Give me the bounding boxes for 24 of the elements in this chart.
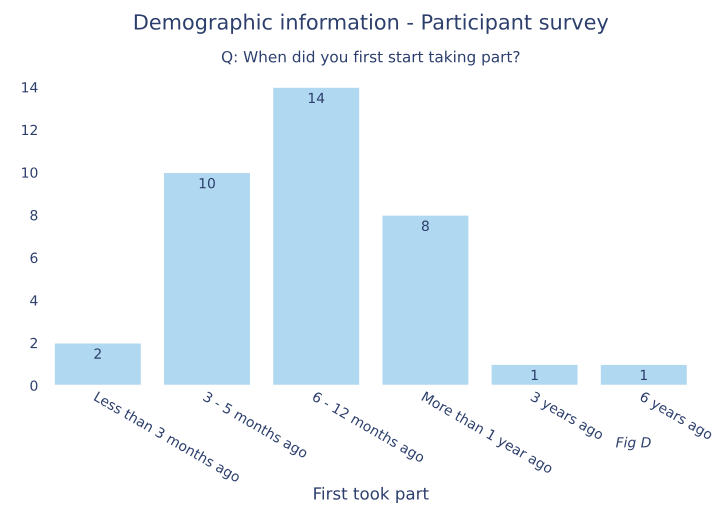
bar: [490, 363, 579, 386]
y-tick-label: 10: [22, 167, 38, 178]
y-tick-label: 12: [22, 124, 37, 136]
data-label: 10: [200, 178, 215, 188]
chart-title: Demographic information - Participant survey: [134, 14, 608, 34]
x-axis-title: First took part: [314, 486, 429, 503]
y-tick-label: 14: [22, 82, 38, 92]
bar: [53, 342, 142, 386]
bar: [162, 172, 252, 386]
bar: [272, 87, 361, 386]
data-label: 1: [640, 370, 647, 380]
bar: [381, 214, 470, 386]
y-tick-label: 6: [30, 252, 38, 264]
y-tick-label: 0: [30, 380, 38, 391]
bar: [599, 363, 688, 386]
chart-subtitle: Q: When did you first start taking part?: [222, 50, 520, 66]
y-tick-label: 4: [30, 295, 38, 306]
data-label: 8: [422, 220, 429, 232]
data-label: 1: [532, 370, 538, 380]
text: Fig D: [616, 436, 651, 450]
y-tick-label: 2: [30, 338, 37, 348]
data-label: 14: [308, 92, 324, 103]
y-tick-label: 8: [30, 210, 38, 220]
data-label: 2: [94, 348, 101, 359]
